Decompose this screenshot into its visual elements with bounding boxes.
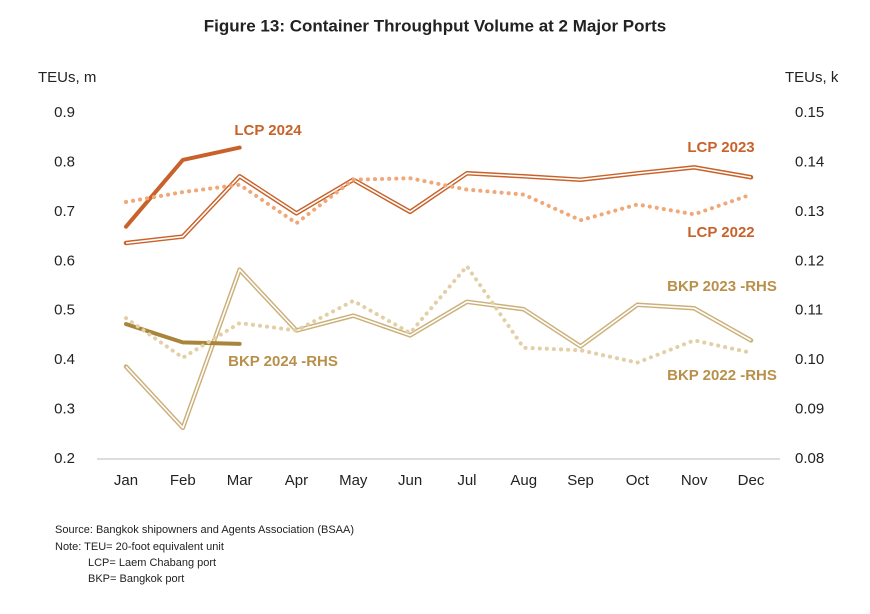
series-line-inner — [125, 268, 752, 429]
y2-tick-label: 0.10 — [795, 351, 824, 368]
y-tick-label: 0.3 — [54, 401, 75, 418]
series-line — [124, 264, 753, 365]
x-tick-label: Jan — [114, 472, 138, 489]
y2-tick-label: 0.13 — [795, 203, 824, 220]
y-tick-label: 0.7 — [54, 203, 75, 220]
x-tick-label: Jul — [457, 472, 476, 489]
x-tick-label: Oct — [626, 472, 650, 489]
x-tick-label: Aug — [510, 472, 537, 489]
x-tick-label: Sep — [567, 472, 594, 489]
y-tick-label: 0.2 — [54, 450, 75, 467]
note: BKP= Bangkok port — [88, 573, 184, 585]
note: Note: TEU= 20-foot equivalent unit — [55, 541, 224, 553]
y2-tick-label: 0.09 — [795, 401, 824, 418]
y-tick-label: 0.6 — [54, 252, 75, 269]
y2-axis-label: TEUs, k — [785, 69, 839, 86]
note: LCP= Laem Chabang port — [88, 557, 216, 569]
y-tick-label: 0.5 — [54, 302, 75, 319]
y2-tick-label: 0.12 — [795, 252, 824, 269]
y2-tick-label: 0.14 — [795, 153, 824, 170]
y2-tick-label: 0.08 — [795, 450, 824, 467]
x-tick-label: Mar — [227, 472, 253, 489]
y2-tick-label: 0.11 — [795, 302, 823, 319]
series-label: LCP 2024 — [234, 122, 302, 139]
series-label: BKP 2022 -RHS — [667, 367, 777, 384]
y-tick-label: 0.8 — [54, 153, 75, 170]
series-label: LCP 2022 — [687, 224, 754, 241]
series-label: BKP 2024 -RHS — [228, 353, 338, 370]
chart-title: Figure 13: Container Throughput Volume a… — [204, 16, 667, 35]
y2-tick-label: 0.15 — [795, 104, 824, 121]
note: Source: Bangkok shipowners and Agents As… — [55, 524, 354, 536]
x-tick-label: Nov — [681, 472, 708, 489]
x-tick-label: Apr — [285, 472, 308, 489]
series-line — [124, 176, 753, 226]
series-label: LCP 2023 — [687, 139, 754, 156]
x-tick-label: Feb — [170, 472, 196, 489]
series-line — [124, 145, 242, 229]
series-line — [123, 267, 754, 431]
series-line-inner — [125, 166, 752, 244]
series-line — [123, 165, 754, 246]
y-tick-label: 0.4 — [54, 351, 75, 368]
y-axis-label: TEUs, m — [38, 69, 96, 86]
x-tick-label: May — [339, 472, 368, 489]
y-tick-label: 0.9 — [54, 104, 75, 121]
x-tick-label: Jun — [398, 472, 422, 489]
series-label: BKP 2023 -RHS — [667, 278, 777, 295]
x-tick-label: Dec — [738, 472, 765, 489]
